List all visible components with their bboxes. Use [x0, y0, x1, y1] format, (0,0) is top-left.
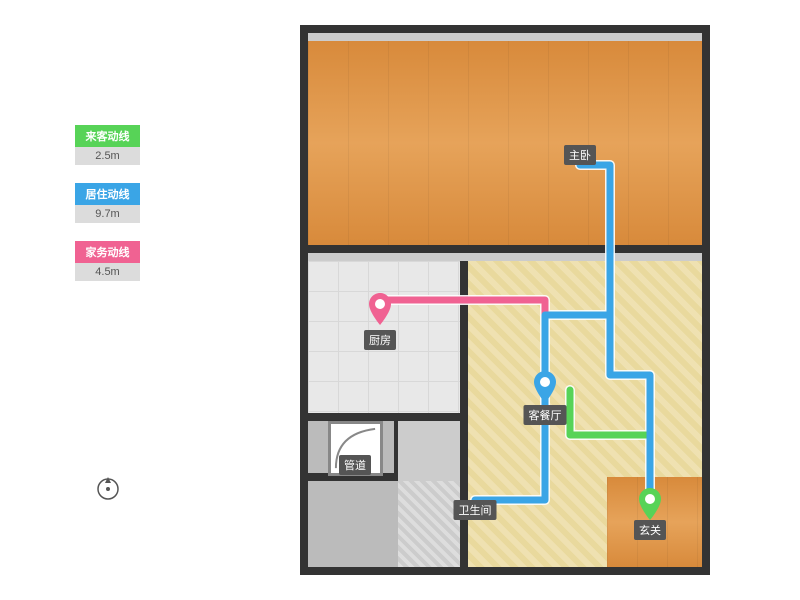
- label-entry: 玄关: [634, 520, 666, 540]
- label-kitchen: 厨房: [364, 330, 396, 350]
- legend: 来客动线 2.5m 居住动线 9.7m 家务动线 4.5m: [75, 125, 140, 299]
- label-bedroom: 主卧: [564, 145, 596, 165]
- legend-chore-value: 4.5m: [75, 263, 140, 281]
- room-balcony: [308, 481, 398, 567]
- marker-living: [534, 371, 556, 403]
- legend-guest-label: 来客动线: [75, 125, 140, 147]
- room-bedroom: [308, 41, 702, 253]
- floorplan: 主卧 厨房 客餐厅 卫生间 管道 玄关: [300, 25, 710, 575]
- marker-kitchen: [369, 293, 391, 325]
- marker-entry: [639, 488, 661, 520]
- label-living: 客餐厅: [524, 405, 567, 425]
- label-pipe: 管道: [339, 455, 371, 475]
- legend-live-value: 9.7m: [75, 205, 140, 223]
- legend-live: 居住动线 9.7m: [75, 183, 140, 223]
- legend-guest: 来客动线 2.5m: [75, 125, 140, 165]
- legend-chore: 家务动线 4.5m: [75, 241, 140, 281]
- legend-chore-label: 家务动线: [75, 241, 140, 263]
- label-bathroom: 卫生间: [454, 500, 497, 520]
- compass-icon: [95, 475, 121, 501]
- room-bathroom: [398, 481, 460, 567]
- legend-live-label: 居住动线: [75, 183, 140, 205]
- legend-guest-value: 2.5m: [75, 147, 140, 165]
